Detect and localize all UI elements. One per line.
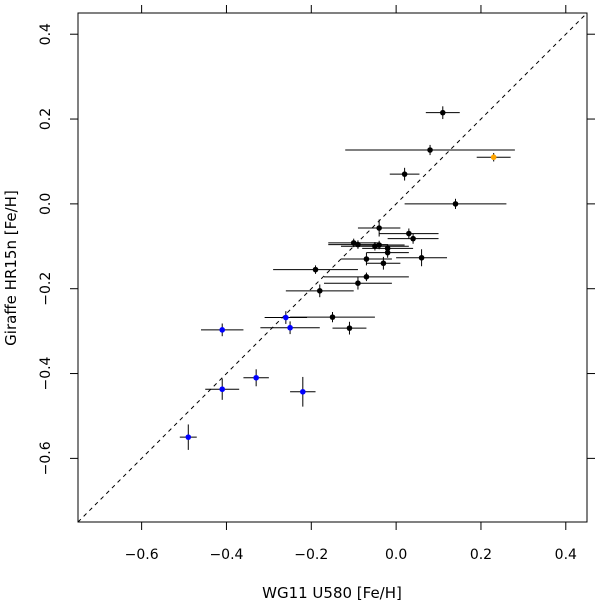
x-tick-label: 0.0 bbox=[385, 547, 407, 563]
x-tick-label: 0.2 bbox=[470, 547, 492, 563]
x-axis: −0.6 −0.4 −0.2 0.0 0.2 0.4 bbox=[125, 5, 577, 563]
y-tick-label: −0.6 bbox=[38, 441, 54, 475]
black-data-point bbox=[312, 266, 319, 273]
y-axis: −0.6 −0.4 −0.2 0.0 0.2 0.4 bbox=[38, 23, 595, 475]
x-axis-title: WG11 U580 [Fe/H] bbox=[262, 584, 402, 602]
one-to-one-reference-line bbox=[77, 12, 588, 523]
black-data-point bbox=[376, 225, 382, 231]
x-tick-label: −0.2 bbox=[294, 547, 328, 563]
y-axis-title: Giraffe HR15n [Fe/H] bbox=[2, 190, 20, 346]
black-data-point bbox=[384, 245, 391, 252]
black-data-point bbox=[418, 254, 425, 261]
blue-data-point bbox=[283, 314, 289, 321]
black-data-point bbox=[346, 325, 353, 331]
black-data-point bbox=[316, 288, 323, 294]
y-tick-label: 0.2 bbox=[38, 108, 54, 130]
black-data-point bbox=[427, 147, 433, 153]
orange-data-point bbox=[490, 154, 497, 161]
x-tick-label: 0.4 bbox=[555, 547, 577, 563]
black-data-point bbox=[363, 256, 370, 262]
y-tick-label: −0.4 bbox=[38, 356, 54, 390]
y-tick-label: 0.0 bbox=[38, 193, 54, 215]
black-data-point bbox=[350, 240, 357, 246]
black-data-point bbox=[372, 243, 378, 250]
black-data-point bbox=[380, 260, 387, 267]
black-data-point bbox=[384, 249, 391, 256]
black-data-point bbox=[452, 201, 459, 207]
black-data-point bbox=[355, 280, 361, 286]
x-tick-label: −0.4 bbox=[209, 547, 243, 563]
data-points bbox=[185, 109, 497, 440]
plot-frame bbox=[77, 12, 588, 523]
blue-data-point bbox=[185, 434, 192, 440]
blue-data-point bbox=[219, 327, 226, 333]
x-tick-label: −0.6 bbox=[125, 547, 159, 563]
black-data-point bbox=[410, 235, 416, 242]
black-data-point bbox=[376, 242, 382, 248]
black-data-point bbox=[406, 230, 412, 237]
y-tick-label: 0.4 bbox=[38, 23, 54, 45]
black-data-point bbox=[401, 171, 408, 177]
error-bars bbox=[179, 106, 515, 450]
blue-data-point bbox=[219, 386, 226, 393]
black-data-point bbox=[329, 314, 336, 320]
black-data-point bbox=[363, 274, 370, 280]
blue-data-point bbox=[287, 324, 293, 331]
black-data-point bbox=[439, 109, 446, 116]
black-data-point bbox=[355, 241, 361, 248]
blue-data-point bbox=[253, 374, 259, 381]
blue-data-point bbox=[300, 388, 306, 395]
y-tick-label: −0.2 bbox=[38, 272, 54, 306]
